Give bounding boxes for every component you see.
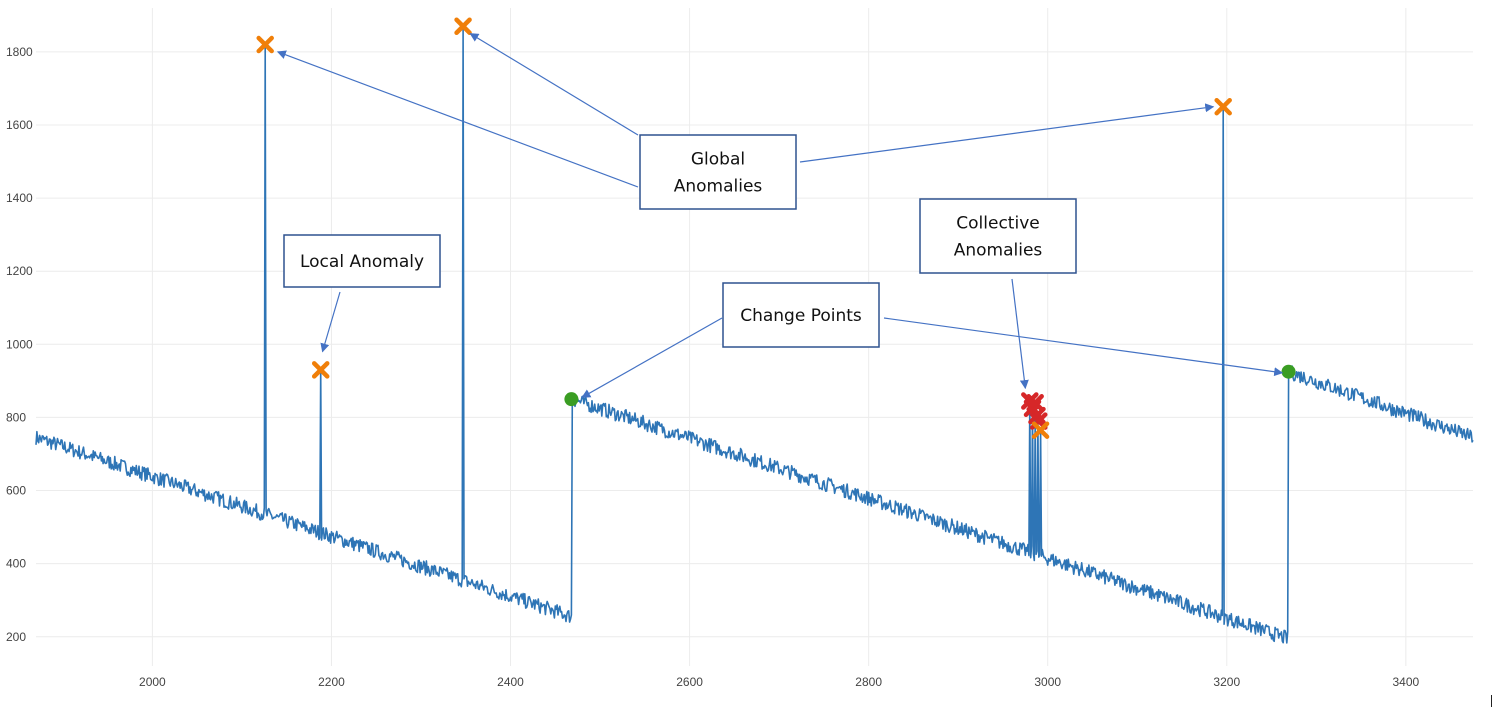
annotation-label: Anomalies [954, 241, 1043, 261]
annotation-arrow [883, 317, 1284, 377]
x-tick-label: 2000 [139, 675, 166, 689]
annotation-arrow [469, 33, 639, 136]
y-tick-label: 200 [6, 630, 26, 644]
annotation-label: Local Anomaly [300, 252, 424, 272]
annotation-arrow [581, 317, 723, 398]
annotation-box [919, 198, 1077, 274]
corner-mark [1491, 695, 1492, 707]
y-tick-label: 1000 [6, 337, 33, 351]
y-tick-label: 1200 [6, 264, 33, 278]
y-tick-label: 1600 [6, 118, 33, 132]
axes: 2000 2200 2400 2600 2800 3000 3200 3400 200 400 60… [6, 45, 1492, 707]
y-tick-label: 600 [6, 484, 26, 498]
change-point-marker [1281, 364, 1296, 379]
annotation-box [283, 234, 441, 288]
annotation-label: Collective [956, 214, 1039, 234]
x-tick-label: 2200 [318, 675, 345, 689]
x-tick-label: 2600 [676, 675, 703, 689]
markers [256, 17, 1296, 439]
anomaly-marker [311, 361, 330, 379]
change-point-marker [564, 392, 579, 407]
y-tick-label: 800 [6, 410, 26, 424]
anomaly-marker [256, 35, 274, 54]
annotation-label: Global [691, 150, 745, 170]
annotation-arrow [1011, 278, 1029, 390]
x-tick-label: 2400 [497, 675, 524, 689]
x-tick-label: 3200 [1213, 675, 1240, 689]
annotations: Global Anomalies Local Anomaly Change Point… [276, 33, 1284, 398]
y-tick-label: 1800 [6, 45, 33, 59]
y-tick-label: 1400 [6, 191, 33, 205]
series-path [35, 25, 1474, 644]
annotation-label: Change Points [740, 306, 862, 326]
anomaly-marker [1214, 97, 1232, 116]
annotation-box [639, 134, 797, 210]
x-tick-label: 3000 [1034, 675, 1061, 689]
annotation-box [722, 282, 880, 348]
anomaly-marker [1031, 421, 1050, 439]
y-tick-label: 400 [6, 557, 26, 571]
x-tick-label: 3400 [1392, 675, 1419, 689]
anomaly-marker [454, 17, 472, 36]
x-tick-label: 2800 [855, 675, 882, 689]
annotation-arrow [799, 103, 1215, 163]
annotation-label: Anomalies [674, 177, 763, 197]
annotation-arrow [276, 50, 639, 188]
annotation-arrow [320, 291, 341, 353]
series-line [35, 25, 1474, 644]
